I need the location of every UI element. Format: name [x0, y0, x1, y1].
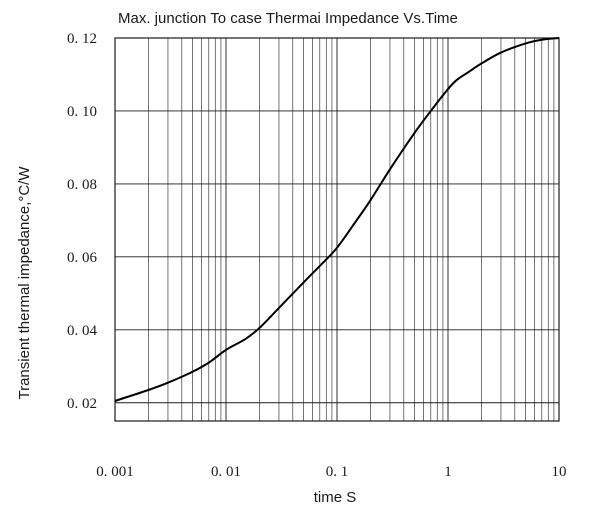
y-tick-label: 0. 08 [67, 177, 97, 193]
impedance-curve [114, 37, 560, 402]
y-tick-label: 0. 02 [67, 396, 97, 412]
y-tick-label: 0. 12 [67, 31, 97, 47]
curve-layer [114, 37, 560, 402]
x-tick-label: 0. 01 [211, 464, 241, 480]
x-tick-labels: 0. 001 0. 01 0. 1 1 10 [96, 464, 566, 480]
y-tick-label: 0. 10 [67, 104, 97, 120]
chart-title: Max. junction To case Thermai Impedance … [118, 10, 458, 27]
x-tick-label: 0. 001 [96, 464, 134, 480]
y-axis-label: Transient thermal impedance,°C/W [16, 166, 33, 400]
y-tick-label: 0. 06 [67, 250, 98, 266]
y-tick-label: 0. 04 [67, 323, 98, 339]
grid [114, 37, 560, 421]
y-tick-labels: 0. 02 0. 04 0. 06 0. 08 0. 10 0. 12 [67, 31, 98, 412]
x-tick-label: 10 [552, 464, 567, 480]
x-axis-label: time S [314, 489, 357, 506]
plot-frame [114, 37, 560, 422]
x-tick-label: 0. 1 [326, 464, 349, 480]
x-tick-label: 1 [444, 464, 452, 480]
